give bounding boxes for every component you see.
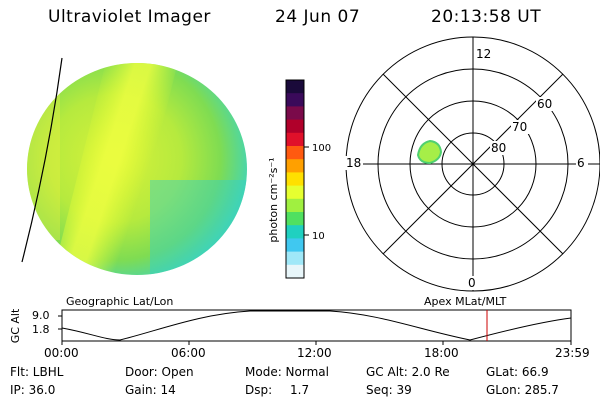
gc-alt-readout: GC Alt: 2.0 Re: [366, 365, 450, 379]
terminator-line: [21, 57, 63, 263]
colorbar-segment: [286, 146, 304, 160]
timeline-right-label: Apex MLat/MLT: [424, 295, 507, 308]
colorbar-segment: [286, 93, 304, 107]
mlt-label-6: 6: [577, 156, 585, 170]
polar-label-bg-left: [344, 156, 363, 170]
colorbar-segment: [286, 212, 304, 226]
colorbar-segment: [286, 106, 304, 121]
polar-label-bg-bottom: [467, 276, 479, 290]
uv-image-disk: [27, 63, 247, 275]
lat-label-60: 60: [537, 97, 552, 111]
polar-label-bg-70: [511, 120, 529, 134]
timeline-left-label: Geographic Lat/Lon: [66, 295, 174, 308]
colorbar-segment: [286, 132, 304, 147]
polar-label-bg-right: [576, 156, 588, 170]
ip-readout: IP: 36.0: [10, 383, 56, 397]
timeline-ytick-label-9: 9.0: [32, 309, 50, 322]
lat-label-70: 70: [512, 120, 527, 134]
timeline-frame: [61, 309, 572, 342]
colorbar-tick-label-10: 10: [312, 231, 325, 242]
altitude-curve: [61, 310, 572, 341]
dsp-value: 1.7: [290, 383, 310, 397]
filter-readout: Flt: LBHL: [10, 365, 64, 379]
colorbar-segment: [286, 264, 304, 279]
instrument-title: Ultraviolet Imager: [48, 7, 211, 27]
mlt-label-18: 18: [346, 156, 361, 170]
polar-label-bg-80: [490, 141, 508, 155]
seq-readout: Seq: 39: [366, 383, 412, 397]
polar-diag-2: [382, 73, 564, 255]
colorbar-segment: [286, 225, 304, 239]
mode-readout: Mode: Normal: [245, 365, 329, 379]
gain-readout: Gain: 14: [125, 383, 176, 397]
colorbar-segment: [286, 80, 304, 94]
mlt-label-0: 0: [468, 276, 476, 290]
timeline-xtick-label-1200: 12:00: [297, 346, 332, 360]
glon-readout: GLon: 285.7: [486, 383, 559, 397]
timeline-xtick-label-0600: 06:00: [171, 346, 206, 360]
auroral-oval-blob: [416, 139, 443, 165]
timeline-ytick-label-18: 1.8: [32, 323, 50, 336]
timeline-xtick-label-2359: 23:59: [555, 346, 590, 360]
timeline-xtick-label-1800: 18:00: [424, 346, 459, 360]
colorbar-segment: [286, 172, 304, 187]
polar-plot: [345, 36, 600, 292]
colorbar-unit-label: photon cm⁻²s⁻¹: [267, 157, 280, 242]
mlt-label-12: 12: [476, 47, 491, 61]
dsp-label: Dsp:: [245, 383, 273, 397]
polar-label-bg-top: [475, 47, 492, 61]
colorbar-segment: [286, 119, 304, 134]
colorbar-segment: [286, 198, 304, 213]
door-readout: Door: Open: [125, 365, 194, 379]
glat-readout: GLat: 66.9: [486, 365, 549, 379]
date-label: 24 Jun 07: [275, 7, 361, 27]
color-scale-bar: [285, 79, 305, 279]
colorbar-segment: [286, 159, 304, 173]
timeline-xtick-label-0000: 00:00: [44, 346, 79, 360]
time-label: 20:13:58 UT: [431, 7, 542, 27]
timeline-y-axis-label: GC Alt: [9, 308, 22, 343]
colorbar-segment: [286, 185, 304, 200]
polar-label-bg-60: [536, 97, 554, 111]
colorbar-segment: [286, 238, 304, 253]
lat-label-80: 80: [491, 141, 506, 155]
colorbar-tick-label-100: 100: [312, 143, 331, 154]
colorbar-segment: [286, 251, 304, 266]
colorbar-frame: [285, 79, 305, 279]
